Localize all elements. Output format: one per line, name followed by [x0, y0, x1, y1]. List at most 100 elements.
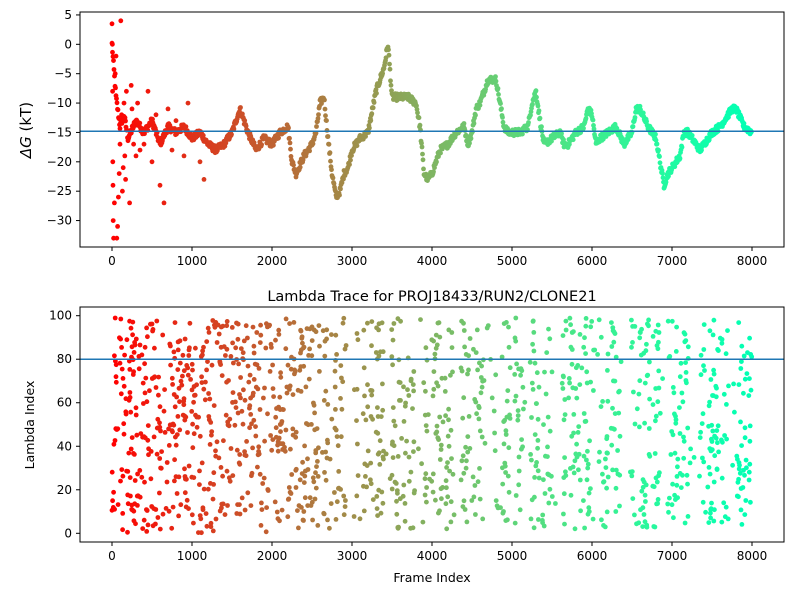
- lambda-point: [474, 327, 480, 333]
- lambda-point: [600, 471, 605, 477]
- delta-g-point: [316, 112, 321, 117]
- lambda-point: [585, 448, 590, 454]
- lambda-point: [473, 350, 479, 355]
- delta-g-point: [112, 200, 117, 206]
- delta-g-point: [137, 147, 143, 153]
- lambda-point: [446, 443, 452, 449]
- lambda-point: [172, 320, 178, 325]
- lambda-point: [151, 434, 157, 440]
- lambda-point: [563, 473, 569, 478]
- lambda-point: [714, 428, 720, 433]
- lambda-point: [172, 404, 178, 410]
- lambda-point: [463, 444, 468, 450]
- lambda-point: [567, 380, 572, 386]
- lambda-point: [333, 427, 339, 433]
- lambda-point: [475, 367, 480, 373]
- lambda-point: [203, 379, 208, 385]
- delta-g-point: [181, 153, 187, 159]
- lambda-point: [639, 488, 645, 494]
- lambda-point: [697, 435, 703, 440]
- lambda-point: [272, 499, 278, 505]
- lambda-point: [191, 475, 197, 480]
- lambda-point: [447, 468, 452, 474]
- lambda-point: [270, 362, 275, 368]
- delta-g-point: [120, 188, 125, 194]
- lambda-point: [725, 328, 730, 333]
- lambda-point: [683, 338, 689, 343]
- lambda-point: [492, 448, 498, 454]
- delta-g-point: [297, 164, 303, 170]
- lambda-point: [708, 377, 714, 382]
- lambda-point: [117, 360, 123, 366]
- lambda-point: [170, 504, 176, 510]
- lambda-point: [157, 526, 163, 532]
- delta-g-x-tick-label: 1000: [177, 254, 208, 268]
- lambda-point: [683, 360, 688, 365]
- lambda-point: [194, 424, 200, 430]
- lambda-point: [439, 496, 444, 502]
- lambda-point: [656, 368, 662, 374]
- lambda-point: [243, 453, 249, 459]
- lambda-point: [134, 432, 140, 438]
- lambda-point: [311, 479, 317, 485]
- lambda-point: [434, 423, 440, 429]
- lambda-point: [448, 499, 454, 505]
- lambda-point: [724, 436, 729, 442]
- lambda-point: [723, 351, 729, 357]
- lambda-point: [643, 499, 648, 504]
- lambda-point: [684, 472, 690, 478]
- lambda-point: [601, 479, 607, 484]
- lambda-point: [535, 438, 541, 443]
- delta-g-point: [653, 131, 658, 137]
- lambda-point: [650, 402, 656, 407]
- lambda-point: [375, 513, 380, 518]
- lambda-point: [739, 443, 744, 448]
- delta-g-point: [271, 142, 276, 148]
- delta-g-point: [123, 118, 128, 124]
- delta-g-y-tick-label: −15: [47, 125, 72, 139]
- lambda-point: [250, 324, 256, 330]
- lambda-point: [237, 511, 243, 517]
- delta-g-point: [291, 162, 296, 168]
- lambda-point: [513, 315, 519, 321]
- lambda-point: [586, 505, 592, 511]
- lambda-point: [262, 438, 267, 444]
- delta-g-point: [157, 182, 163, 188]
- lambda-point: [567, 315, 573, 321]
- lambda-point: [168, 343, 173, 349]
- lambda-point: [566, 395, 571, 401]
- lambda-point: [310, 517, 315, 523]
- lambda-point: [647, 396, 652, 402]
- lambda-point: [647, 359, 652, 365]
- lambda-point: [698, 372, 704, 378]
- lambda-point: [316, 323, 322, 328]
- lambda-point: [113, 379, 119, 385]
- lambda-point: [707, 328, 713, 334]
- delta-g-point: [287, 135, 292, 141]
- lambda-point: [238, 375, 244, 380]
- lambda-point: [238, 395, 243, 401]
- lambda-point: [587, 438, 592, 444]
- lambda-point: [296, 525, 301, 531]
- lambda-point: [665, 501, 671, 507]
- lambda-point: [254, 362, 260, 368]
- lambda-point: [258, 322, 263, 328]
- lambda-point: [188, 377, 194, 382]
- lambda-point: [269, 345, 274, 350]
- lambda-point: [613, 485, 619, 491]
- lambda-point: [185, 430, 190, 435]
- lambda-point: [459, 458, 465, 464]
- lambda-point: [194, 382, 200, 388]
- lambda-point: [312, 410, 317, 416]
- lambda-point: [738, 507, 744, 513]
- lambda-point: [120, 473, 126, 479]
- lambda-point: [128, 409, 134, 415]
- lambda-point: [599, 517, 604, 523]
- lambda-point: [120, 376, 126, 381]
- lambda-point: [674, 324, 679, 330]
- lambda-point: [504, 398, 510, 404]
- lambda-point: [208, 524, 214, 530]
- lambda-point: [443, 478, 449, 484]
- delta-g-point: [421, 166, 426, 172]
- lambda-point: [726, 383, 731, 389]
